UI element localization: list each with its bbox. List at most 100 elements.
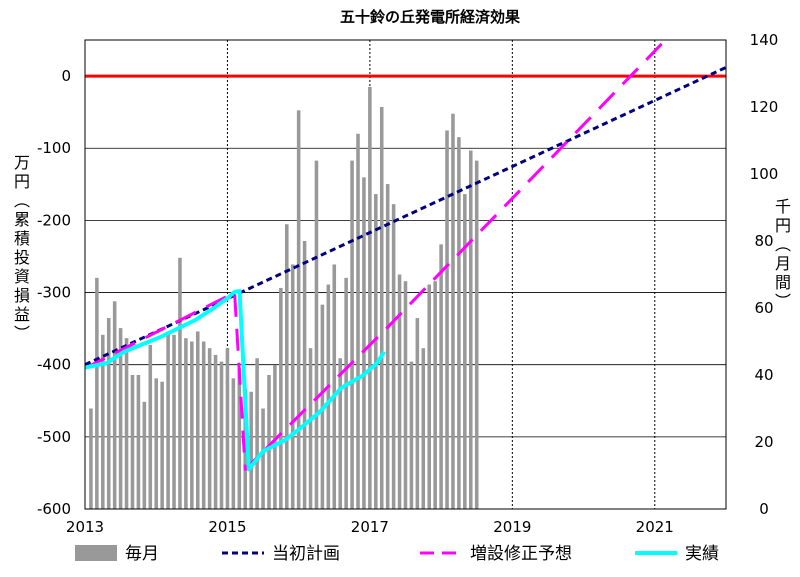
bar [332,264,337,509]
bar [439,244,443,509]
right-tick-label: 40 [754,366,773,384]
bar [285,224,289,509]
bar [207,348,212,509]
x-tick-label: 2017 [351,518,389,536]
bar [213,354,218,509]
bar [249,391,253,509]
x-tick-label: 2019 [493,518,531,536]
bar [433,281,437,509]
bar [106,318,111,509]
x-tick-label: 2013 [66,518,104,536]
left-axis-label-char: 投 [14,248,30,267]
bar [101,334,105,509]
bar [409,361,414,509]
right-tick-label: 80 [754,232,773,250]
left-axis-ticks: 0 -100 -200 -300 -400 -500 -600 [37,67,71,518]
right-axis-label-char: 間 [775,273,791,292]
right-tick-label: 120 [750,98,779,116]
right-tick-label: 60 [754,299,773,317]
series-line-dotted [85,66,726,367]
bar [338,358,342,509]
bar [385,184,390,510]
chart-title: 五十鈴の丘発電所経済効果 [340,8,521,26]
bar [427,284,432,509]
right-tick-label: 100 [750,165,779,183]
right-axis-label-char: ︵ [775,235,791,254]
left-axis-label-char: ︶ [14,324,30,343]
bar [255,358,259,509]
left-axis-label-char: 積 [14,229,30,248]
left-axis-label-char: 損 [14,286,30,305]
left-tick-label: -600 [37,500,71,518]
bar [166,331,170,509]
bar [178,257,182,509]
left-tick-label: -100 [37,139,71,157]
bar [415,318,420,509]
right-axis-label-char: 円 [775,216,791,235]
bar [201,341,206,509]
bar [451,113,455,509]
bar [290,264,295,509]
bar [118,328,123,509]
bar [379,107,384,509]
right-axis-label-char: 月 [775,254,791,273]
bar [231,378,236,509]
series-line-solid [85,289,386,472]
bar [130,375,135,509]
right-tick-label: 0 [759,500,769,518]
bar [403,281,408,509]
bar [397,274,402,509]
bar [124,338,129,509]
left-axis-label-char: 円 [14,172,30,191]
bar [142,401,147,509]
right-tick-label: 140 [750,31,779,49]
bar [468,150,473,510]
bar [89,408,93,509]
bar [391,204,396,509]
legend-swatch [75,545,117,561]
bar [308,348,313,509]
bar [279,287,283,509]
bar [154,378,158,509]
right-axis-ticks: 0 20 40 60 80 100 120 140 [750,31,779,518]
bar [362,177,366,509]
bar [356,133,360,510]
legend-label: 増設修正予想 [470,544,572,564]
left-axis-label-char: 資 [14,267,30,286]
bar [261,408,265,509]
bar [160,381,164,509]
left-axis-label-char: ︵ [14,191,30,210]
plot-frame [84,39,727,510]
legend: 毎月 当初計画 増設修正予想 実績 [75,544,719,564]
legend-label: 実績 [685,544,719,564]
bar [190,341,194,509]
series-line-dashed [85,40,667,471]
legend-label: 毎月 [125,544,159,564]
bar [136,375,141,509]
left-tick-label: 0 [61,67,71,85]
bar [445,130,449,509]
bar [267,375,271,509]
left-tick-label: -200 [37,211,71,229]
right-axis-label-char: ︶ [775,292,791,311]
bar [421,348,426,509]
x-tick-label: 2015 [208,518,246,536]
line-series [85,40,726,472]
left-tick-label: -500 [37,428,71,446]
bar [225,348,230,509]
bar [112,301,117,509]
bar [195,331,200,509]
left-axis-label-char: 累 [14,210,30,229]
right-tick-label: 20 [754,433,773,451]
bar [474,160,479,509]
bar [219,361,224,509]
bar [463,194,467,509]
x-tick-label: 2021 [636,518,674,536]
bar [368,86,372,510]
left-axis-label-char: 益 [14,305,30,324]
left-tick-label: -400 [37,356,71,374]
left-tick-label: -300 [37,284,71,302]
bar [344,277,348,509]
